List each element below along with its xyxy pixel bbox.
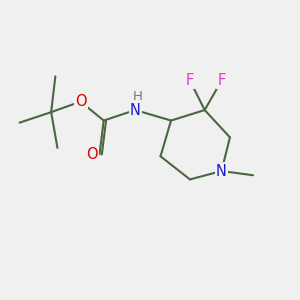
Text: F: F (186, 73, 194, 88)
Text: F: F (218, 73, 226, 88)
Text: O: O (86, 147, 98, 162)
Text: H: H (132, 90, 142, 103)
Text: N: N (216, 164, 227, 178)
Text: N: N (130, 103, 141, 118)
Text: O: O (75, 94, 86, 109)
